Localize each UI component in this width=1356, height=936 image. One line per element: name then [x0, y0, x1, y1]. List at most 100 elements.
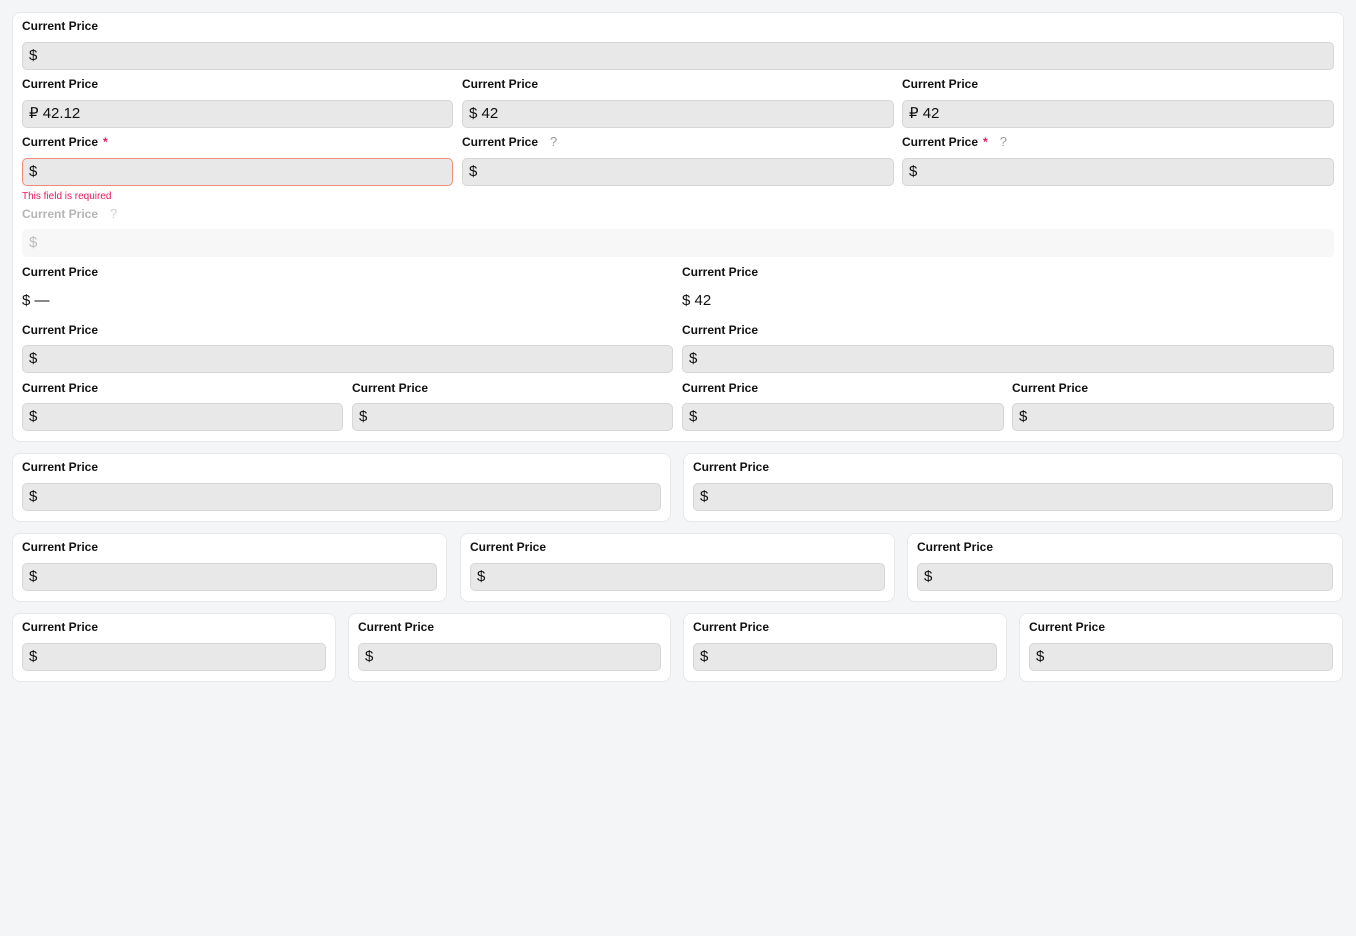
label-text: Current Price: [22, 19, 99, 33]
price-input[interactable]: $: [22, 42, 1334, 70]
currency-prefix: $: [29, 47, 38, 64]
field-label: Current Price: [1012, 381, 1088, 395]
price-input[interactable]: $: [22, 563, 437, 591]
price-input[interactable]: $: [352, 403, 673, 431]
currency-prefix: $: [700, 648, 709, 665]
price-value: —: [34, 292, 50, 309]
label-text: Current Price: [22, 620, 99, 634]
label-text: Current Price: [352, 381, 429, 395]
price-input[interactable]: $ 42: [462, 100, 894, 128]
field-label: Current Price: [22, 381, 98, 395]
price-value: 42: [481, 105, 499, 122]
currency-prefix: ₽: [909, 105, 919, 122]
required-marker: *: [103, 135, 108, 149]
field-label: Current Price *: [22, 135, 108, 149]
currency-prefix: $: [700, 488, 709, 505]
label-text: Current Price: [22, 207, 99, 221]
label-text: Current Price: [22, 323, 99, 337]
currency-prefix: $: [469, 163, 478, 180]
currency-prefix: $: [689, 350, 698, 367]
price-readonly-value: $ 42: [682, 291, 711, 311]
price-value: 42: [922, 105, 940, 122]
label-text: Current Price: [1029, 620, 1106, 634]
currency-prefix: $: [29, 234, 38, 251]
label-text: Current Price: [902, 135, 979, 149]
currency-prefix: $: [29, 488, 38, 505]
field-label: Current Price?: [462, 134, 558, 150]
field-label: Current Price: [682, 323, 758, 337]
error-message: This field is required: [22, 191, 112, 202]
field-label: Current Price: [352, 381, 428, 395]
currency-prefix: $: [29, 163, 38, 180]
price-input[interactable]: $: [22, 345, 673, 373]
field-label: Current Price: [902, 77, 978, 91]
price-input[interactable]: $: [22, 403, 343, 431]
label-text: Current Price: [462, 135, 539, 149]
label-text: Current Price: [470, 540, 547, 554]
label-text: Current Price: [22, 381, 99, 395]
field-label: Current Price: [22, 19, 98, 33]
price-input: $: [22, 229, 1334, 257]
price-input[interactable]: $: [1012, 403, 1334, 431]
currency-prefix: $: [477, 568, 486, 585]
currency-prefix: $: [29, 408, 38, 425]
price-input[interactable]: $: [693, 643, 997, 671]
currency-prefix: $: [22, 292, 31, 309]
currency-prefix: $: [359, 408, 368, 425]
currency-prefix: $: [29, 648, 38, 665]
label-text: Current Price: [1012, 381, 1089, 395]
currency-prefix: $: [682, 292, 691, 309]
field-label: Current Price: [682, 381, 758, 395]
label-text: Current Price: [693, 460, 770, 474]
label-text: Current Price: [682, 323, 759, 337]
price-input[interactable]: ₽ 42.12: [22, 100, 453, 128]
currency-prefix: $: [1019, 408, 1028, 425]
field-label: Current Price *?: [902, 134, 1007, 150]
field-label: Current Price: [470, 540, 546, 554]
label-text: Current Price: [358, 620, 435, 634]
price-input[interactable]: $: [358, 643, 661, 671]
help-icon[interactable]: ?: [999, 134, 1007, 149]
price-input[interactable]: ₽ 42: [902, 100, 1334, 128]
price-input[interactable]: $: [22, 483, 661, 511]
price-input[interactable]: $: [682, 403, 1004, 431]
field-label: Current Price: [22, 460, 98, 474]
price-value: 42: [694, 292, 712, 309]
price-input[interactable]: $: [917, 563, 1333, 591]
label-text: Current Price: [462, 77, 539, 91]
currency-prefix: $: [689, 408, 698, 425]
currency-prefix: $: [365, 648, 374, 665]
field-label: Current Price: [22, 620, 98, 634]
price-input[interactable]: $: [462, 158, 894, 186]
field-label: Current Price: [917, 540, 993, 554]
currency-prefix: $: [29, 568, 38, 585]
price-input[interactable]: $: [1029, 643, 1333, 671]
main-panel: [12, 12, 1344, 442]
label-text: Current Price: [902, 77, 979, 91]
label-text: Current Price: [682, 265, 759, 279]
price-value: 42.12: [42, 105, 81, 122]
price-input[interactable]: $: [470, 563, 885, 591]
label-text: Current Price: [917, 540, 994, 554]
field-label: Current Price: [22, 323, 98, 337]
field-label: Current Price: [358, 620, 434, 634]
price-input[interactable]: $: [682, 345, 1334, 373]
price-input[interactable]: $: [22, 643, 326, 671]
price-input[interactable]: $: [22, 158, 453, 186]
field-label: Current Price: [682, 265, 758, 279]
label-text: Current Price: [682, 381, 759, 395]
price-input[interactable]: $: [693, 483, 1333, 511]
field-label: Current Price: [22, 265, 98, 279]
currency-prefix: $: [29, 350, 38, 367]
help-icon[interactable]: ?: [110, 206, 118, 221]
price-input[interactable]: $: [902, 158, 1334, 186]
label-text: Current Price: [22, 265, 99, 279]
field-label: Current Price: [1029, 620, 1105, 634]
currency-prefix: $: [1036, 648, 1045, 665]
price-readonly-value: $ —: [22, 291, 50, 311]
help-icon[interactable]: ?: [550, 134, 558, 149]
field-label: Current Price: [22, 540, 98, 554]
currency-prefix: $: [924, 568, 933, 585]
label-text: Current Price: [22, 135, 99, 149]
label-text: Current Price: [22, 77, 99, 91]
